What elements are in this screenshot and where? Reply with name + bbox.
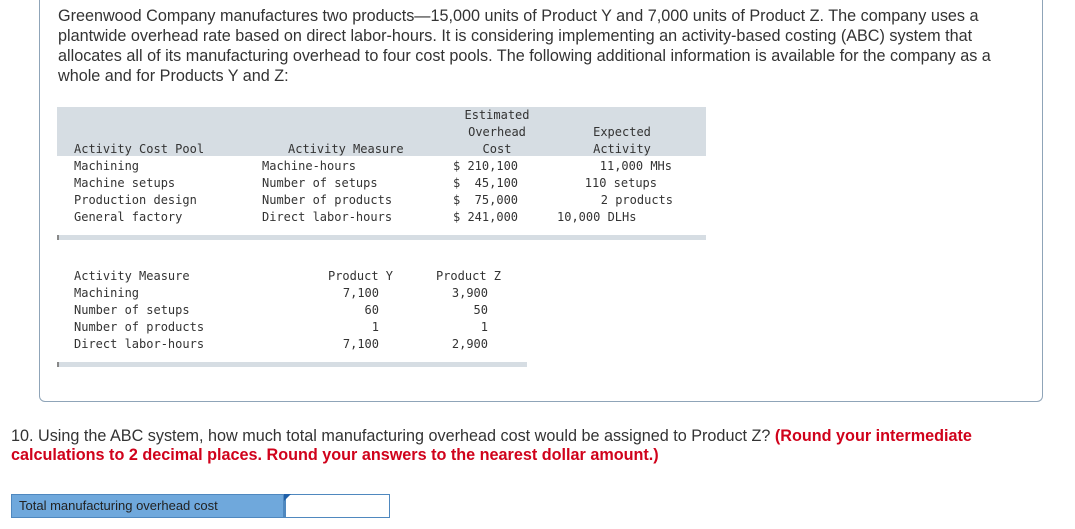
- header-cost-line2: Overhead: [468, 125, 526, 139]
- measure-cell: Number of setups: [262, 176, 378, 190]
- activity-cost-pool-table: Estimated Overhead Cost Expected Activit…: [57, 107, 706, 241]
- answer-label: Total manufacturing overhead cost: [11, 494, 284, 518]
- activity-cell: 11,000 MHs: [599, 159, 672, 173]
- table-bottom-rule: [57, 362, 527, 367]
- activity-cell: 110 setups: [584, 176, 657, 190]
- header-product-y: Product Y: [327, 269, 393, 283]
- cost-cell: $ 210,100: [453, 159, 519, 173]
- product-y-cell: 1: [371, 320, 379, 334]
- input-corner-flag-icon: [284, 494, 291, 501]
- rounding-instructions: (Round your intermediate calculations to…: [11, 427, 972, 464]
- product-y-cell: 7,100: [342, 286, 379, 300]
- header-measure: Activity Measure: [74, 269, 190, 283]
- question-body: 10. Using the ABC system, how much total…: [11, 427, 775, 445]
- header-product-z: Product Z: [435, 269, 501, 283]
- measure-cell: Direct labor-hours: [262, 210, 393, 224]
- product-y-cell: 60: [364, 303, 379, 317]
- product-y-cell: 7,100: [342, 337, 379, 351]
- question-text: 10. Using the ABC system, how much total…: [11, 427, 1061, 465]
- cost-cell: $ 45,100: [453, 176, 519, 190]
- measure-cell: Number of setups: [74, 303, 190, 317]
- measure-cell: Number of products: [74, 320, 205, 334]
- table-bottom-rule: [57, 235, 706, 240]
- product-activity-table: Activity Measure Product Y Product Z Mac…: [57, 266, 527, 368]
- product-z-cell: 2,900: [451, 337, 488, 351]
- intro-text: Greenwood Company manufactures two produ…: [58, 7, 991, 85]
- header-measure: Activity Measure: [288, 142, 404, 156]
- product-z-cell: 3,900: [451, 286, 488, 300]
- header-pool: Activity Cost Pool: [74, 142, 205, 156]
- table-header-background: [57, 107, 706, 156]
- activity-cell: 10,000 DLHs: [557, 210, 637, 224]
- measure-cell: Direct labor-hours: [74, 337, 205, 351]
- measure-cell: Machining: [74, 286, 140, 300]
- activity-cell: 2 products: [600, 193, 673, 207]
- pool-cell: Production design: [74, 193, 197, 207]
- product-z-cell: 1: [480, 320, 488, 334]
- product-z-cell: 50: [473, 303, 488, 317]
- pool-cell: Machine setups: [74, 176, 176, 190]
- cost-cell: $ 75,000: [453, 193, 519, 207]
- measure-cell: Number of products: [262, 193, 393, 207]
- total-overhead-input[interactable]: [284, 494, 390, 518]
- problem-panel: [39, 0, 1043, 402]
- pool-cell: General factory: [74, 210, 183, 224]
- pool-cell: Machining: [74, 159, 140, 173]
- measure-cell: Machine-hours: [262, 159, 356, 173]
- cost-cell: $ 241,000: [453, 210, 519, 224]
- header-cost-line1: Estimated: [464, 108, 530, 122]
- header-activity-line2: Activity: [593, 142, 651, 156]
- header-cost-line3: Cost: [482, 142, 512, 156]
- header-activity-line1: Expected: [593, 125, 651, 139]
